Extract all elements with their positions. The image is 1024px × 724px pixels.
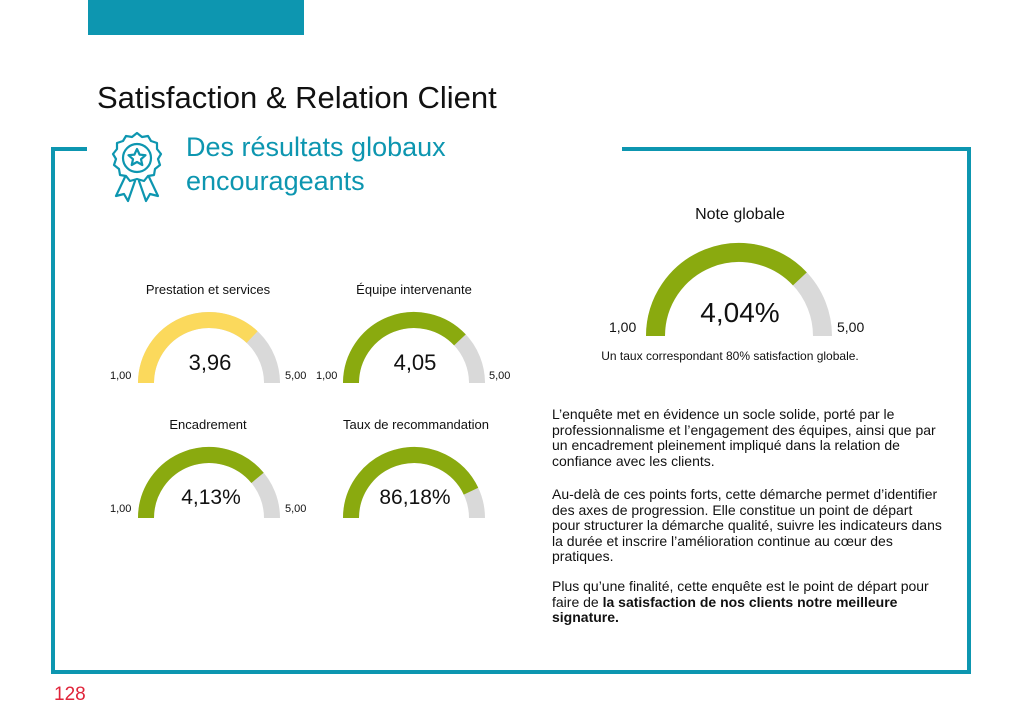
paragraph-3: Plus qu’une finalité, cette enquête est …: [552, 578, 942, 626]
gauge-label-recommandation: Taux de recommandation: [343, 417, 489, 432]
gauge-value-recommandation: 86,18%: [379, 486, 451, 509]
gauge-label-equipe: Équipe intervenante: [356, 282, 472, 297]
gauge-global: [646, 243, 832, 336]
gauge-value-prestation: 3,96: [188, 350, 232, 375]
gauge-fill: [646, 243, 807, 336]
gauge-equipe: [343, 312, 485, 383]
gauge-encadrement: [138, 447, 280, 518]
subtitle-line-1: Des résultats globaux: [186, 132, 446, 162]
gauge-value-equipe: 4,05: [393, 350, 437, 375]
gauge-max-global: 5,00: [837, 319, 865, 335]
top-accent-bar: [88, 0, 304, 35]
paragraph-3-bold: la satisfaction de nos clients notre mei…: [552, 593, 898, 626]
gauge-max-prestation: 5,00: [285, 370, 307, 382]
gauge-min-encadrement: 1,00: [110, 503, 132, 515]
paragraph-3-text: Plus qu’une finalité, cette enquête est …: [552, 578, 929, 610]
paragraph-2: Au-delà de ces points forts, cette démar…: [552, 486, 942, 565]
frame-border-right: [967, 147, 971, 674]
global-satisfaction-note: Un taux correspondant 80% satisfaction g…: [601, 349, 859, 363]
gauge-value-global: 4,04%: [700, 297, 780, 328]
gauge-fill: [343, 312, 466, 383]
gauge-fill: [138, 447, 264, 518]
frame-border-top-left: [51, 147, 87, 151]
gauge-label-prestation: Prestation et services: [145, 282, 271, 297]
gauge-recommandation: [343, 447, 485, 518]
subtitle-line-2: encourageants: [186, 166, 365, 196]
frame-border-top-right: [622, 147, 971, 151]
page-title: Satisfaction & Relation Client: [97, 80, 497, 115]
gauge-label-global: Note globale: [695, 206, 785, 223]
gauge-fill: [138, 312, 258, 383]
section-subtitle: Des résultats globaux encourageants: [186, 130, 446, 198]
gauge-fill: [343, 447, 479, 518]
gauge-max-encadrement: 5,00: [285, 503, 307, 515]
page-number: 128: [54, 684, 86, 705]
gauge-label-encadrement: Encadrement: [169, 417, 247, 432]
gauge-value-encadrement: 4,13%: [181, 486, 241, 509]
paragraph-1: L’enquête met en évidence un socle solid…: [552, 406, 936, 469]
gauge-min-global: 1,00: [609, 319, 637, 335]
gauge-max-equipe: 5,00: [489, 370, 511, 382]
gauge-prestation: [138, 312, 280, 383]
gauge-min-equipe: 1,00: [316, 370, 338, 382]
gauge-min-prestation: 1,00: [110, 370, 132, 382]
award-badge-icon: [111, 131, 163, 203]
frame-border-left: [51, 147, 55, 674]
frame-border-bottom: [51, 670, 971, 674]
